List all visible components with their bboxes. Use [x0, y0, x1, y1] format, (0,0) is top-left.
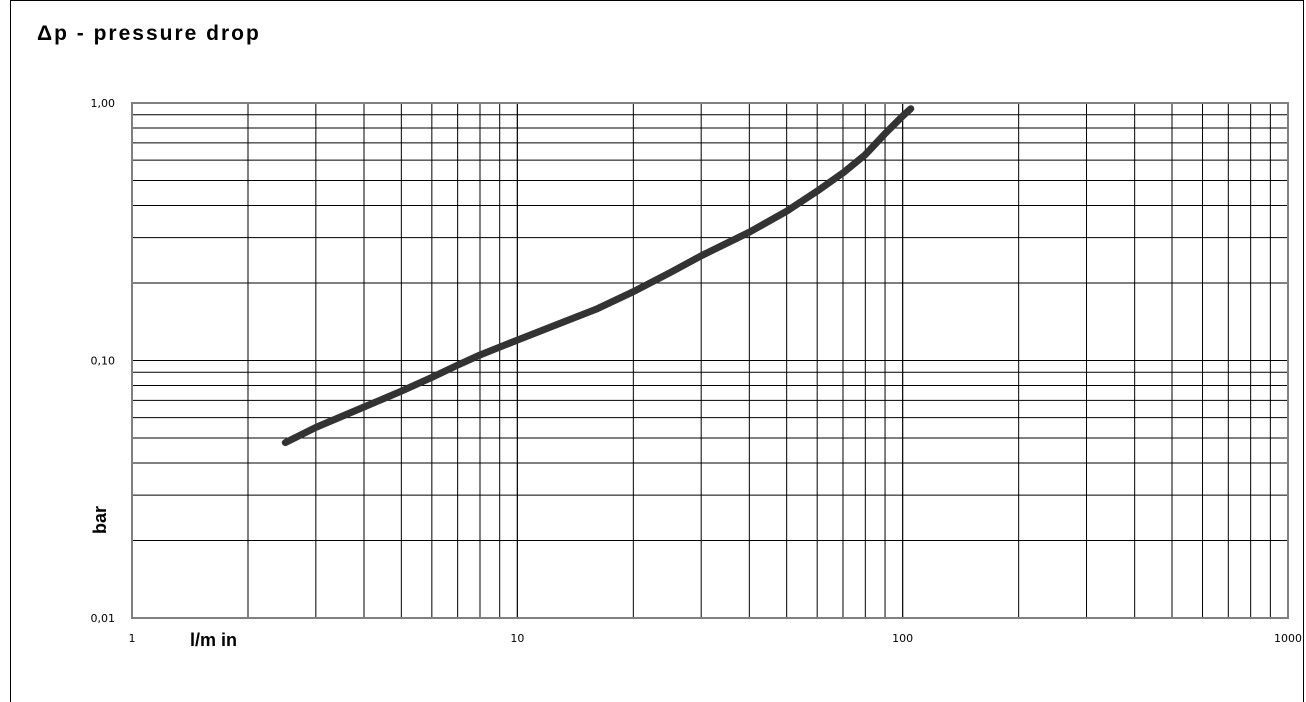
grid — [131, 102, 1289, 619]
chart-frame — [10, 0, 1304, 702]
y-tick-label: 0,01 — [91, 612, 116, 625]
x-axis-label: l/m in — [190, 630, 237, 650]
x-tick-labels: 1 10 100 1000 — [129, 632, 1303, 645]
plot-border — [131, 102, 1289, 619]
chart-title: Δp - pressure drop — [37, 22, 261, 45]
x-tick-label: 1000 — [1274, 632, 1302, 645]
series-group — [281, 105, 915, 447]
x-tick-label: 1 — [129, 632, 136, 645]
x-tick-label: 10 — [510, 632, 524, 645]
y-tick-label: 0,10 — [91, 355, 116, 368]
x-tick-label: 100 — [892, 632, 913, 645]
y-tick-label: 1,00 — [91, 97, 116, 110]
pressure-drop-curve — [281, 105, 915, 447]
y-tick-labels: 0,01 0,10 1,00 — [91, 97, 116, 625]
y-axis-label: bar — [90, 506, 110, 534]
